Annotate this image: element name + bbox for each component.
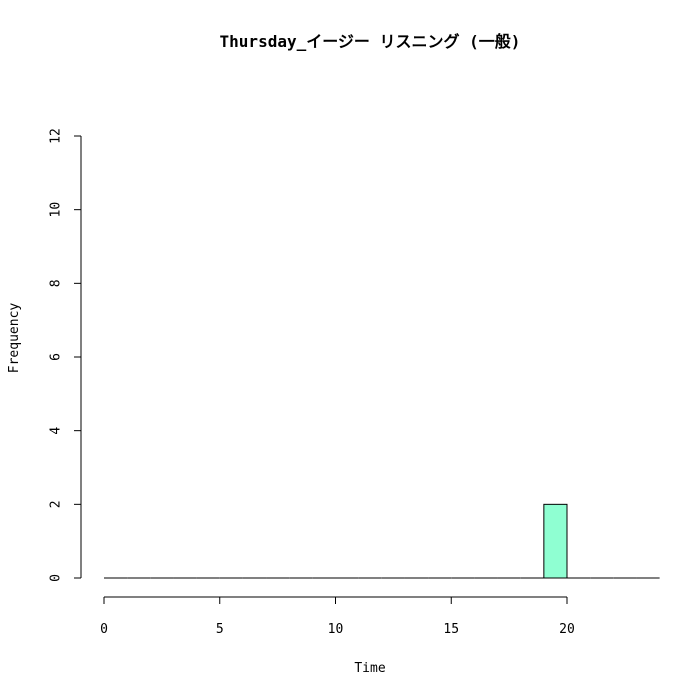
y-tick-label-5: 10	[49, 202, 64, 218]
histogram-bar-19	[543, 503, 568, 579]
y-tick-label-4: 8	[49, 279, 64, 287]
y-tick-label-0: 0	[49, 574, 64, 582]
x-tick-label-2: 10	[328, 622, 344, 637]
bars-group	[104, 503, 660, 579]
x-tick-label-4: 20	[559, 622, 575, 637]
x-tick-label-1: 5	[216, 622, 224, 637]
x-tick-label-0: 0	[100, 622, 108, 637]
x-axis: 0 5 10 15 20	[100, 596, 575, 637]
y-tick-label-6: 12	[49, 128, 64, 144]
y-axis: 0 2 4 6 8 10 12	[49, 128, 82, 582]
y-axis-label: Frequency	[7, 303, 22, 374]
y-tick-label-3: 6	[49, 353, 64, 361]
y-tick-label-1: 2	[49, 500, 64, 508]
chart-title: Thursday_イージー リスニング (一般)	[220, 32, 521, 51]
x-tick-label-3: 15	[443, 622, 459, 637]
y-tick-label-2: 4	[49, 427, 64, 435]
x-axis-label: Time	[354, 661, 385, 676]
